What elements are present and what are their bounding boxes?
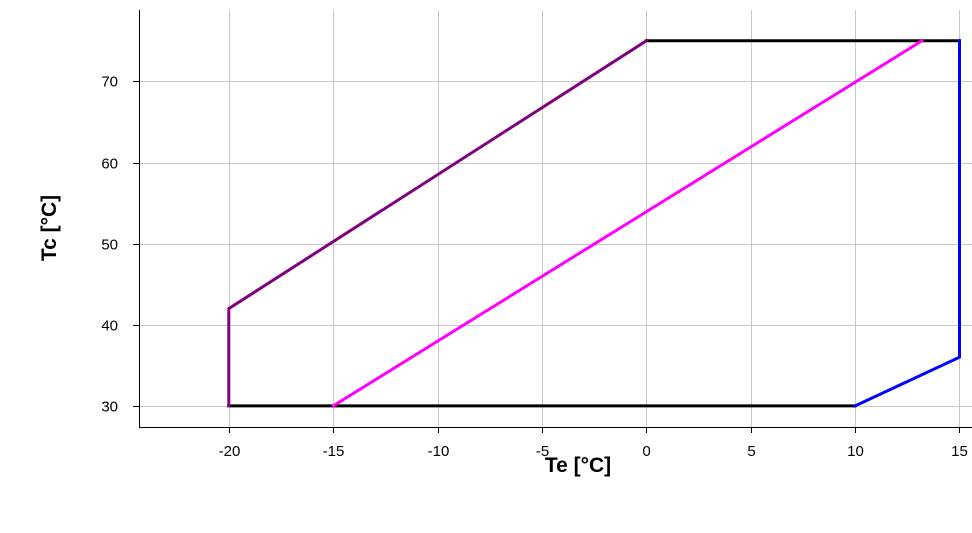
x-tick-label: 0	[642, 443, 650, 460]
y-tick-label: 50	[101, 237, 118, 254]
grid-lines	[139, 10, 972, 427]
x-axis-label: Te [°C]	[545, 454, 611, 477]
x-tick-label: 10	[847, 443, 864, 460]
y-tick-label: 30	[101, 399, 118, 416]
y-tick-label: 70	[101, 74, 118, 91]
x-tick-label: 5	[747, 443, 755, 460]
x-tick-label: -10	[428, 443, 450, 460]
series-line-3	[227, 38, 649, 408]
x-tick-label: -20	[219, 443, 241, 460]
y-tick-label: 40	[101, 318, 118, 335]
y-tick-label: 60	[101, 156, 118, 173]
x-tick-label: -15	[323, 443, 345, 460]
y-axis-label: Tc [°C]	[38, 195, 61, 261]
series-line-5	[331, 38, 924, 408]
tick-labels: -20 -15 -10 -5 0 5 10 15 30 40 50 60 70	[101, 74, 968, 461]
series-line-4	[853, 39, 961, 408]
x-tick-label: 15	[951, 443, 968, 460]
axes	[133, 10, 972, 433]
x-tick-label: -5	[536, 443, 549, 460]
data-series	[227, 38, 961, 408]
